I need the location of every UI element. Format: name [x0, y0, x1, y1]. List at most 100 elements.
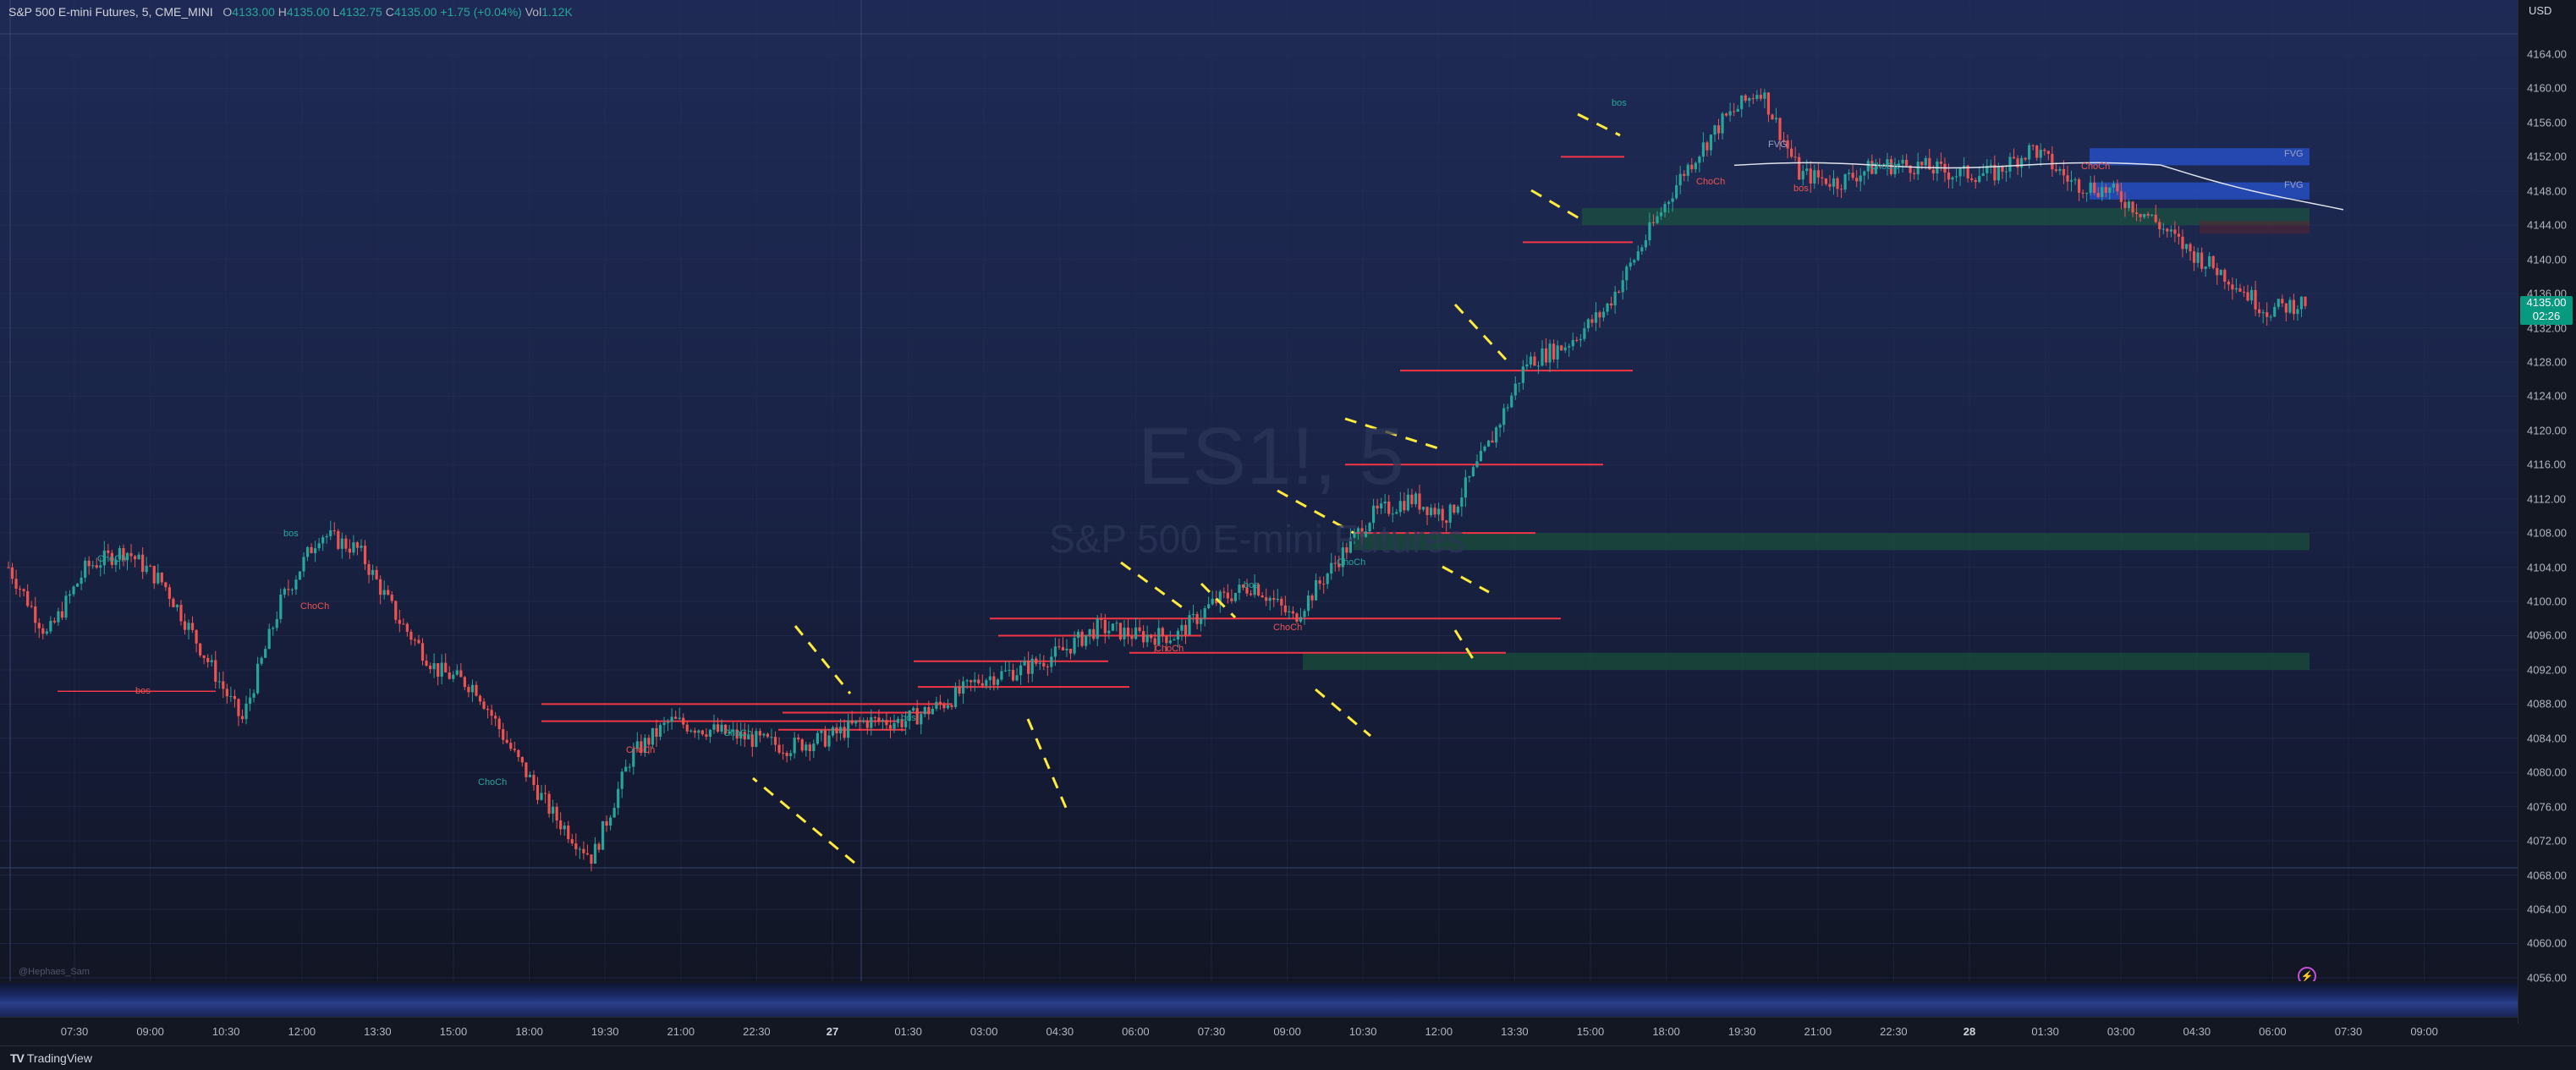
candle-body	[1963, 165, 1966, 169]
candle-body	[1909, 165, 1912, 173]
candle-body	[1015, 675, 1019, 681]
candle-body	[617, 788, 620, 809]
candle-body	[1165, 636, 1168, 644]
candle-body	[490, 710, 493, 716]
candle-body	[1848, 173, 1851, 174]
zone-fvg	[2090, 148, 2310, 166]
candle-body	[950, 705, 953, 707]
candle-body	[379, 579, 382, 595]
candle-body	[1640, 247, 1644, 252]
candle-body	[1238, 584, 1241, 593]
candle-body	[509, 743, 513, 749]
candle-body	[1491, 440, 1494, 443]
candle-body	[1716, 125, 1721, 134]
candle-body	[149, 565, 152, 567]
candle-body	[390, 595, 393, 601]
candle-body	[195, 629, 198, 644]
candle-body	[624, 766, 628, 772]
legend-title[interactable]: S&P 500 E-mini Futures, 5, CME_MINI	[8, 5, 213, 19]
candle-body	[1698, 156, 1701, 163]
lightning-icon[interactable]: ⚡	[2298, 967, 2316, 981]
candle-body	[1548, 343, 1552, 363]
candle-body	[1656, 216, 1659, 223]
candle-body	[1368, 523, 1371, 532]
candle-body	[129, 552, 133, 557]
annotation-choch: ChoCh	[626, 745, 655, 755]
annotation-dash	[1453, 629, 1478, 665]
annotation-dash	[1315, 688, 1371, 738]
tradingview-brand[interactable]: TV TradingView	[10, 1051, 92, 1065]
candle-body	[122, 548, 125, 561]
candle-body	[1030, 658, 1034, 674]
candle-body	[870, 716, 873, 728]
price-label: 4072.00	[2527, 834, 2567, 848]
candle-body	[1613, 291, 1617, 306]
candle-body	[1437, 508, 1441, 515]
candle-body	[1353, 532, 1356, 538]
symbol-legend[interactable]: S&P 500 E-mini Futures, 5, CME_MINI O413…	[8, 5, 573, 19]
candle-body	[1080, 631, 1084, 646]
candle-body	[1222, 591, 1226, 593]
candle-body	[662, 722, 666, 726]
candle-body	[2093, 182, 2096, 194]
candle-body	[1479, 450, 1483, 462]
candle-body	[946, 705, 950, 709]
candle-body	[1188, 615, 1191, 635]
price-scale[interactable]: USD 4164.00 4160.00 4156.00 4152.00 4148.00 4…	[2518, 0, 2576, 1023]
candle-body	[237, 699, 240, 716]
candle-body	[1713, 125, 1716, 135]
time-scale[interactable]: 07:30 09:00 10:30 12:00 13:30 15:00 18:00 19:30…	[0, 1017, 2518, 1046]
candle-body	[712, 724, 716, 730]
candle-body	[1315, 580, 1318, 601]
chart-area[interactable]: ChoCh bos ChoCh bos ChoCh ChoCh ChoCh bos ChoCh b…	[0, 0, 2518, 981]
candle-body	[605, 820, 608, 826]
candle-body	[375, 569, 378, 579]
candle-body	[60, 611, 64, 618]
candle-body	[1997, 166, 2000, 181]
candle-body	[1751, 98, 1755, 100]
candle-body	[1755, 95, 1759, 99]
currency-label[interactable]: USD	[2529, 4, 2552, 17]
candle-body	[1533, 356, 1536, 366]
candle-body	[405, 623, 409, 632]
candle-body	[2154, 214, 2157, 222]
legend-low: 4132.75	[339, 5, 382, 19]
chart-canvas[interactable]: ChoCh bos ChoCh bos ChoCh ChoCh ChoCh bos ChoCh b…	[0, 0, 2518, 981]
candle-body	[1364, 531, 1368, 537]
candle-body	[279, 594, 283, 619]
annotation-choch: ChoCh	[1337, 557, 1365, 568]
candle-body	[755, 731, 758, 747]
candle-body	[1805, 168, 1809, 172]
candle-body	[904, 721, 908, 727]
bar-countdown: 02:26	[2532, 310, 2561, 322]
candle-body	[1145, 634, 1149, 643]
candle-body	[705, 734, 708, 737]
candle-body	[1310, 595, 1314, 601]
candle-body	[1568, 346, 1571, 348]
candle-body	[1085, 634, 1088, 646]
legend-vol-label: Vol	[525, 5, 542, 19]
candle-body	[1371, 505, 1376, 524]
candle-body	[2123, 201, 2127, 208]
candle-body	[847, 720, 850, 738]
candle-body	[1931, 169, 1935, 174]
candle-body	[689, 730, 693, 732]
candle-body	[1134, 627, 1138, 639]
price-label: 4100.00	[2527, 595, 2567, 608]
candle-body	[302, 557, 305, 572]
candle-body	[2266, 312, 2269, 317]
candle-body	[252, 693, 255, 698]
candle-body	[1724, 113, 1728, 116]
candle-body	[2089, 182, 2092, 193]
candle-body	[1705, 142, 1709, 151]
candle-body	[873, 716, 876, 718]
candle-body	[1283, 605, 1287, 612]
candle-body	[1859, 175, 1862, 182]
candle-body	[1429, 508, 1433, 515]
candle-body	[2227, 282, 2230, 285]
candle-body	[1866, 161, 1870, 172]
candle-body	[248, 697, 252, 704]
candle-body	[1471, 467, 1475, 476]
timeline-navigator[interactable]	[0, 983, 2518, 1017]
candle-body	[417, 639, 420, 644]
